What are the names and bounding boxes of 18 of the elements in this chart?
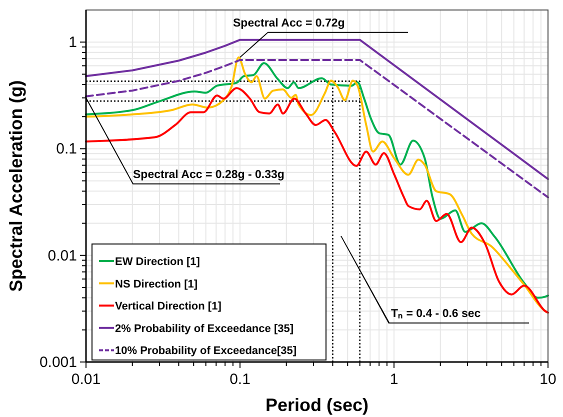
x-tick-label: 10 (540, 371, 556, 388)
legend-label: NS Direction [1] (115, 278, 198, 290)
annotation: Spectral Acc = 0.28g - 0.33g (133, 168, 284, 181)
y-tick-label: 1 (68, 34, 77, 52)
x-tick-label: 0.1 (230, 371, 250, 388)
x-tick-label: 0.01 (71, 371, 101, 388)
legend-label: EW Direction [1] (115, 256, 200, 268)
y-axis-title: Spectral Acceleration (g) (6, 80, 26, 292)
y-tick-label: 0.01 (48, 247, 77, 264)
legend-label: Vertical Direction [1] (115, 300, 222, 313)
legend-label: 2% Probability of Exceedance [35] (115, 322, 294, 335)
annotation: Spectral Acc = 0.72g (233, 17, 345, 30)
y-tick-label: 0.1 (56, 140, 77, 158)
x-axis-title: Period (sec) (265, 395, 369, 415)
x-tick-label: 1 (390, 371, 398, 388)
annotation: Tₙ = 0.4 - 0.6 sec (391, 308, 482, 320)
legend-label: 10% Probability of Exceedance[35] (115, 345, 297, 358)
y-tick-label: 0.001 (39, 354, 77, 371)
